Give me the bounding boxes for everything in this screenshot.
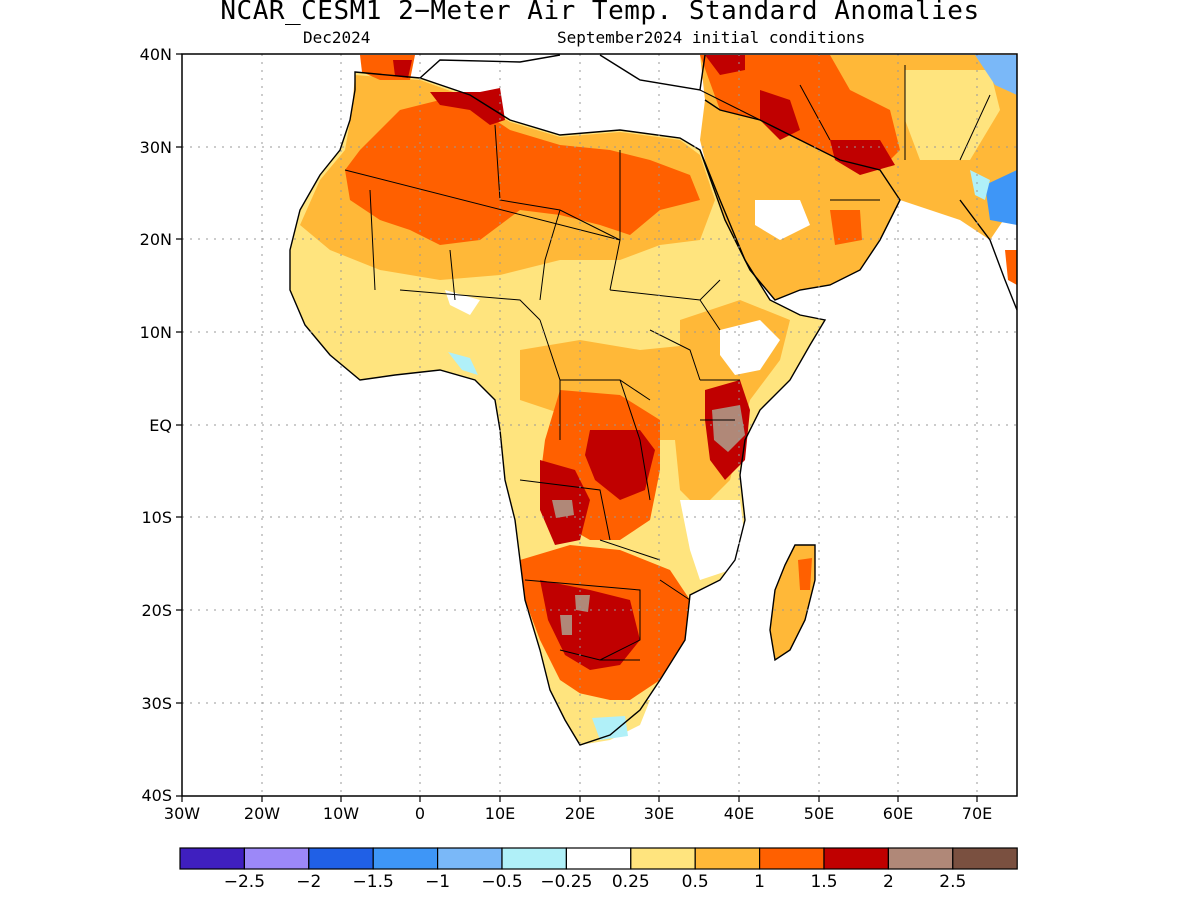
namibia-extreme-2 — [560, 615, 572, 635]
lat-label-10n: 10N — [139, 323, 172, 342]
yemen-hot — [830, 210, 862, 245]
lat-label-10s: 10S — [141, 508, 172, 527]
india-light — [970, 170, 990, 200]
colorbar-label: −0.25 — [540, 872, 593, 892]
lon-ticks — [181, 796, 978, 802]
colorbar-swatch — [179, 847, 246, 870]
country-borders — [344, 65, 991, 661]
lat-label-30n: 30N — [139, 138, 172, 157]
colorbar-label: 2 — [882, 872, 894, 892]
lon-label-10e: 10E — [484, 804, 516, 823]
sahara-strong-anomaly — [345, 100, 700, 245]
turkey-very-hot — [705, 55, 745, 75]
colorbar-label: 2.5 — [939, 872, 967, 892]
colorbar-swatch — [758, 847, 825, 870]
colorbar-swatch — [565, 847, 632, 870]
madagascar-coast — [769, 544, 816, 662]
lon-label-40e: 40E — [723, 804, 755, 823]
india-coast — [959, 199, 1018, 311]
lat-label-20s: 20S — [141, 601, 172, 620]
colorbar-label: −1 — [425, 872, 451, 892]
colorbar-label: 1.5 — [810, 872, 838, 892]
colorbar-swatch — [437, 847, 503, 870]
india-cool — [985, 170, 1017, 225]
iran-yellow — [905, 70, 1000, 160]
graticule — [182, 54, 1017, 796]
sahel-white — [445, 290, 480, 315]
namibia-extreme — [575, 595, 590, 612]
anomaly-shading — [290, 55, 1017, 745]
colorbar-swatch — [823, 847, 890, 870]
colorbar-swatch — [694, 847, 761, 870]
colorbar — [179, 847, 1018, 870]
tibet-cool — [975, 55, 1017, 95]
cape-light-blue — [592, 716, 628, 740]
north-coast-hot — [430, 88, 505, 125]
colorbar-swatch — [308, 847, 374, 870]
lon-label-30w: 30W — [163, 804, 201, 823]
colorbar-label: −2.5 — [223, 872, 266, 892]
lat-ticks — [176, 53, 182, 797]
ethiopia-white — [720, 320, 780, 375]
colorbar-label: −0.5 — [481, 872, 523, 892]
iraq-very-hot — [760, 90, 800, 140]
colorbar-label: 0.5 — [681, 872, 709, 892]
colorbar-label: −1.5 — [352, 872, 394, 892]
colorbar-swatch — [243, 847, 310, 870]
colorbar-label: 1 — [754, 872, 765, 892]
lon-label-60e: 60E — [882, 804, 914, 823]
axis-ticks — [176, 53, 978, 802]
lat-label-30s: 30S — [141, 694, 172, 713]
border-lines — [344, 65, 991, 661]
colorbar-swatch — [952, 847, 1018, 870]
morocco-very-hot — [393, 60, 412, 78]
lat-label-40s: 40S — [141, 786, 172, 805]
forecast-month: Dec2024 — [303, 28, 371, 47]
colorbar-label: −2 — [296, 872, 322, 892]
west-africa-light — [448, 352, 478, 375]
lat-label-eq: EQ — [149, 416, 172, 435]
madagascar-hot — [798, 558, 812, 590]
lon-label-10w: 10W — [322, 804, 360, 823]
mediterranean-coast — [419, 54, 706, 91]
angola-extreme — [552, 500, 574, 518]
lat-label-40n: 40N — [139, 45, 172, 64]
colorbar-label: 0.25 — [611, 872, 650, 892]
kenya-extreme — [712, 405, 745, 452]
lon-label-70e: 70E — [961, 804, 993, 823]
arabia-white — [755, 200, 810, 240]
lon-label-20w: 20W — [243, 804, 281, 823]
initial-conditions: September2024 initial conditions — [557, 28, 866, 47]
lon-label-20e: 20E — [564, 804, 596, 823]
namibia-botswana-hot — [540, 580, 640, 670]
colorbar-swatch — [630, 847, 696, 870]
colorbar-swatch — [887, 847, 954, 870]
lat-label-20n: 20N — [139, 230, 172, 249]
gulf-very-hot — [830, 140, 895, 175]
map-title: NCAR_CESM1 2−Meter Air Temp. Standard An… — [220, 0, 980, 26]
lon-label-50e: 50E — [803, 804, 835, 823]
lon-label-30e: 30E — [643, 804, 675, 823]
colorbar-swatch — [501, 847, 568, 870]
colorbar-swatch — [372, 847, 439, 870]
india-south-hot — [1005, 250, 1017, 285]
africa-coastline — [289, 71, 827, 746]
tanzania-white — [680, 500, 745, 580]
congo-very-hot — [585, 430, 655, 500]
sahel-yellow — [300, 260, 540, 350]
lon-label-0: 0 — [414, 804, 426, 823]
